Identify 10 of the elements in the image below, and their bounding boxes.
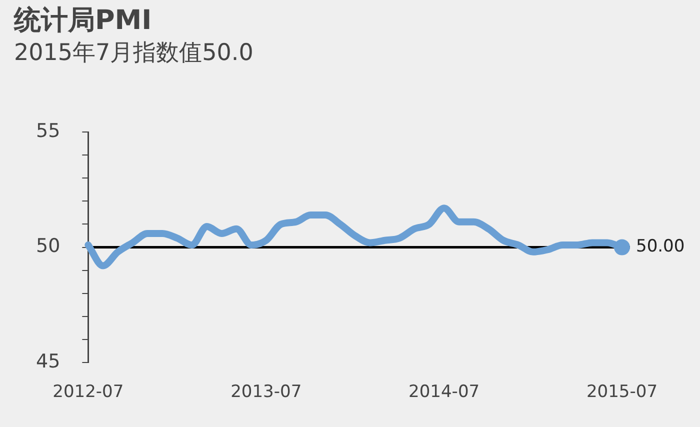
chart-title: 统计局PMI bbox=[13, 5, 152, 36]
data-label: 50.00 bbox=[636, 236, 685, 257]
x-tick-label: 2013-07 bbox=[230, 382, 302, 402]
y-tick-label: 45 bbox=[36, 350, 60, 373]
chart-subtitle: 2015年7月指数值50.0 bbox=[14, 40, 254, 66]
y-tick-label: 55 bbox=[36, 120, 60, 142]
x-tick-label: 2014-07 bbox=[408, 382, 480, 402]
y-tick-label: 50 bbox=[36, 235, 60, 258]
x-tick-label: 2012-07 bbox=[52, 382, 124, 402]
x-tick-label: 2015-07 bbox=[586, 382, 658, 402]
